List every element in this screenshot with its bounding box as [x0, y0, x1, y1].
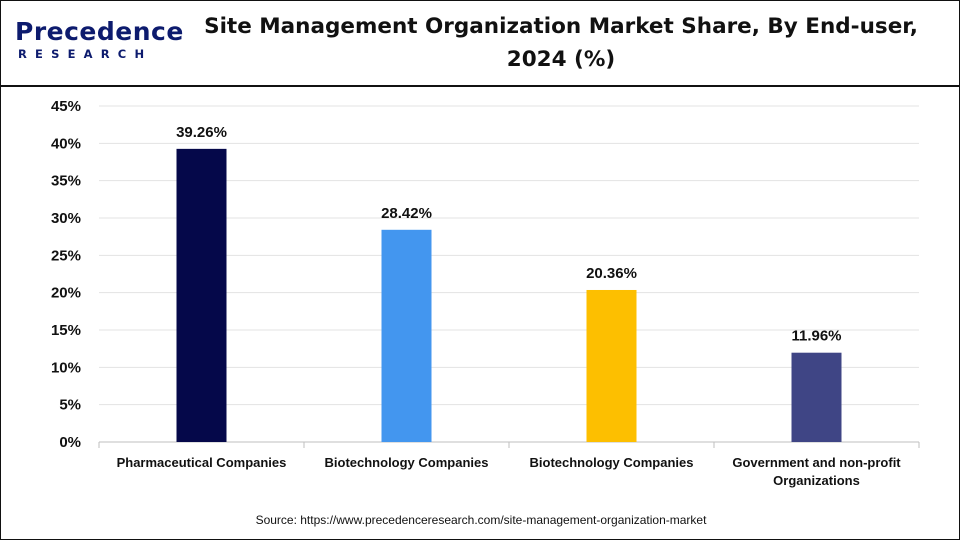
x-tick-label: Government and non-profit: [732, 455, 901, 470]
brand-logo: Precedence RESEARCH: [15, 17, 183, 67]
x-tick-label: Pharmaceutical Companies: [117, 455, 287, 470]
logo-subtitle: RESEARCH: [18, 47, 153, 61]
x-tick-label: Biotechnology Companies: [530, 455, 694, 470]
y-tick-label: 15%: [51, 322, 81, 339]
x-tick-label: Biotechnology Companies: [325, 455, 489, 470]
data-label: 11.96%: [791, 328, 841, 345]
source-note: Source: https://www.precedenceresearch.c…: [255, 513, 707, 527]
logo-wordmark: Precedence: [15, 17, 184, 46]
data-label: 28.42%: [381, 205, 432, 222]
data-label: 39.26%: [176, 124, 227, 141]
y-tick-label: 35%: [51, 173, 81, 190]
y-tick-label: 10%: [51, 359, 81, 376]
y-tick-label: 0%: [59, 434, 81, 451]
y-tick-label: 25%: [51, 247, 81, 264]
chart-title: Site Management Organization Market Shar…: [204, 14, 918, 72]
header: Precedence RESEARCH Site Management Orga…: [1, 1, 959, 87]
bar: [586, 289, 637, 442]
y-tick-label: 5%: [59, 397, 81, 414]
data-label: 20.36%: [586, 265, 637, 282]
x-tick-label: Organizations: [773, 473, 860, 488]
y-tick-label: 40%: [51, 135, 81, 152]
bar: [791, 352, 842, 442]
bar: [176, 148, 227, 442]
y-tick-label: 30%: [51, 210, 81, 227]
y-tick-label: 20%: [51, 285, 81, 302]
y-tick-label: 45%: [51, 98, 81, 115]
bar: [381, 229, 432, 442]
bar-chart: 0% 5% 10% 15% 20% 25% 30% 35% 40% 45% 39.26% Pharma…: [51, 98, 920, 488]
